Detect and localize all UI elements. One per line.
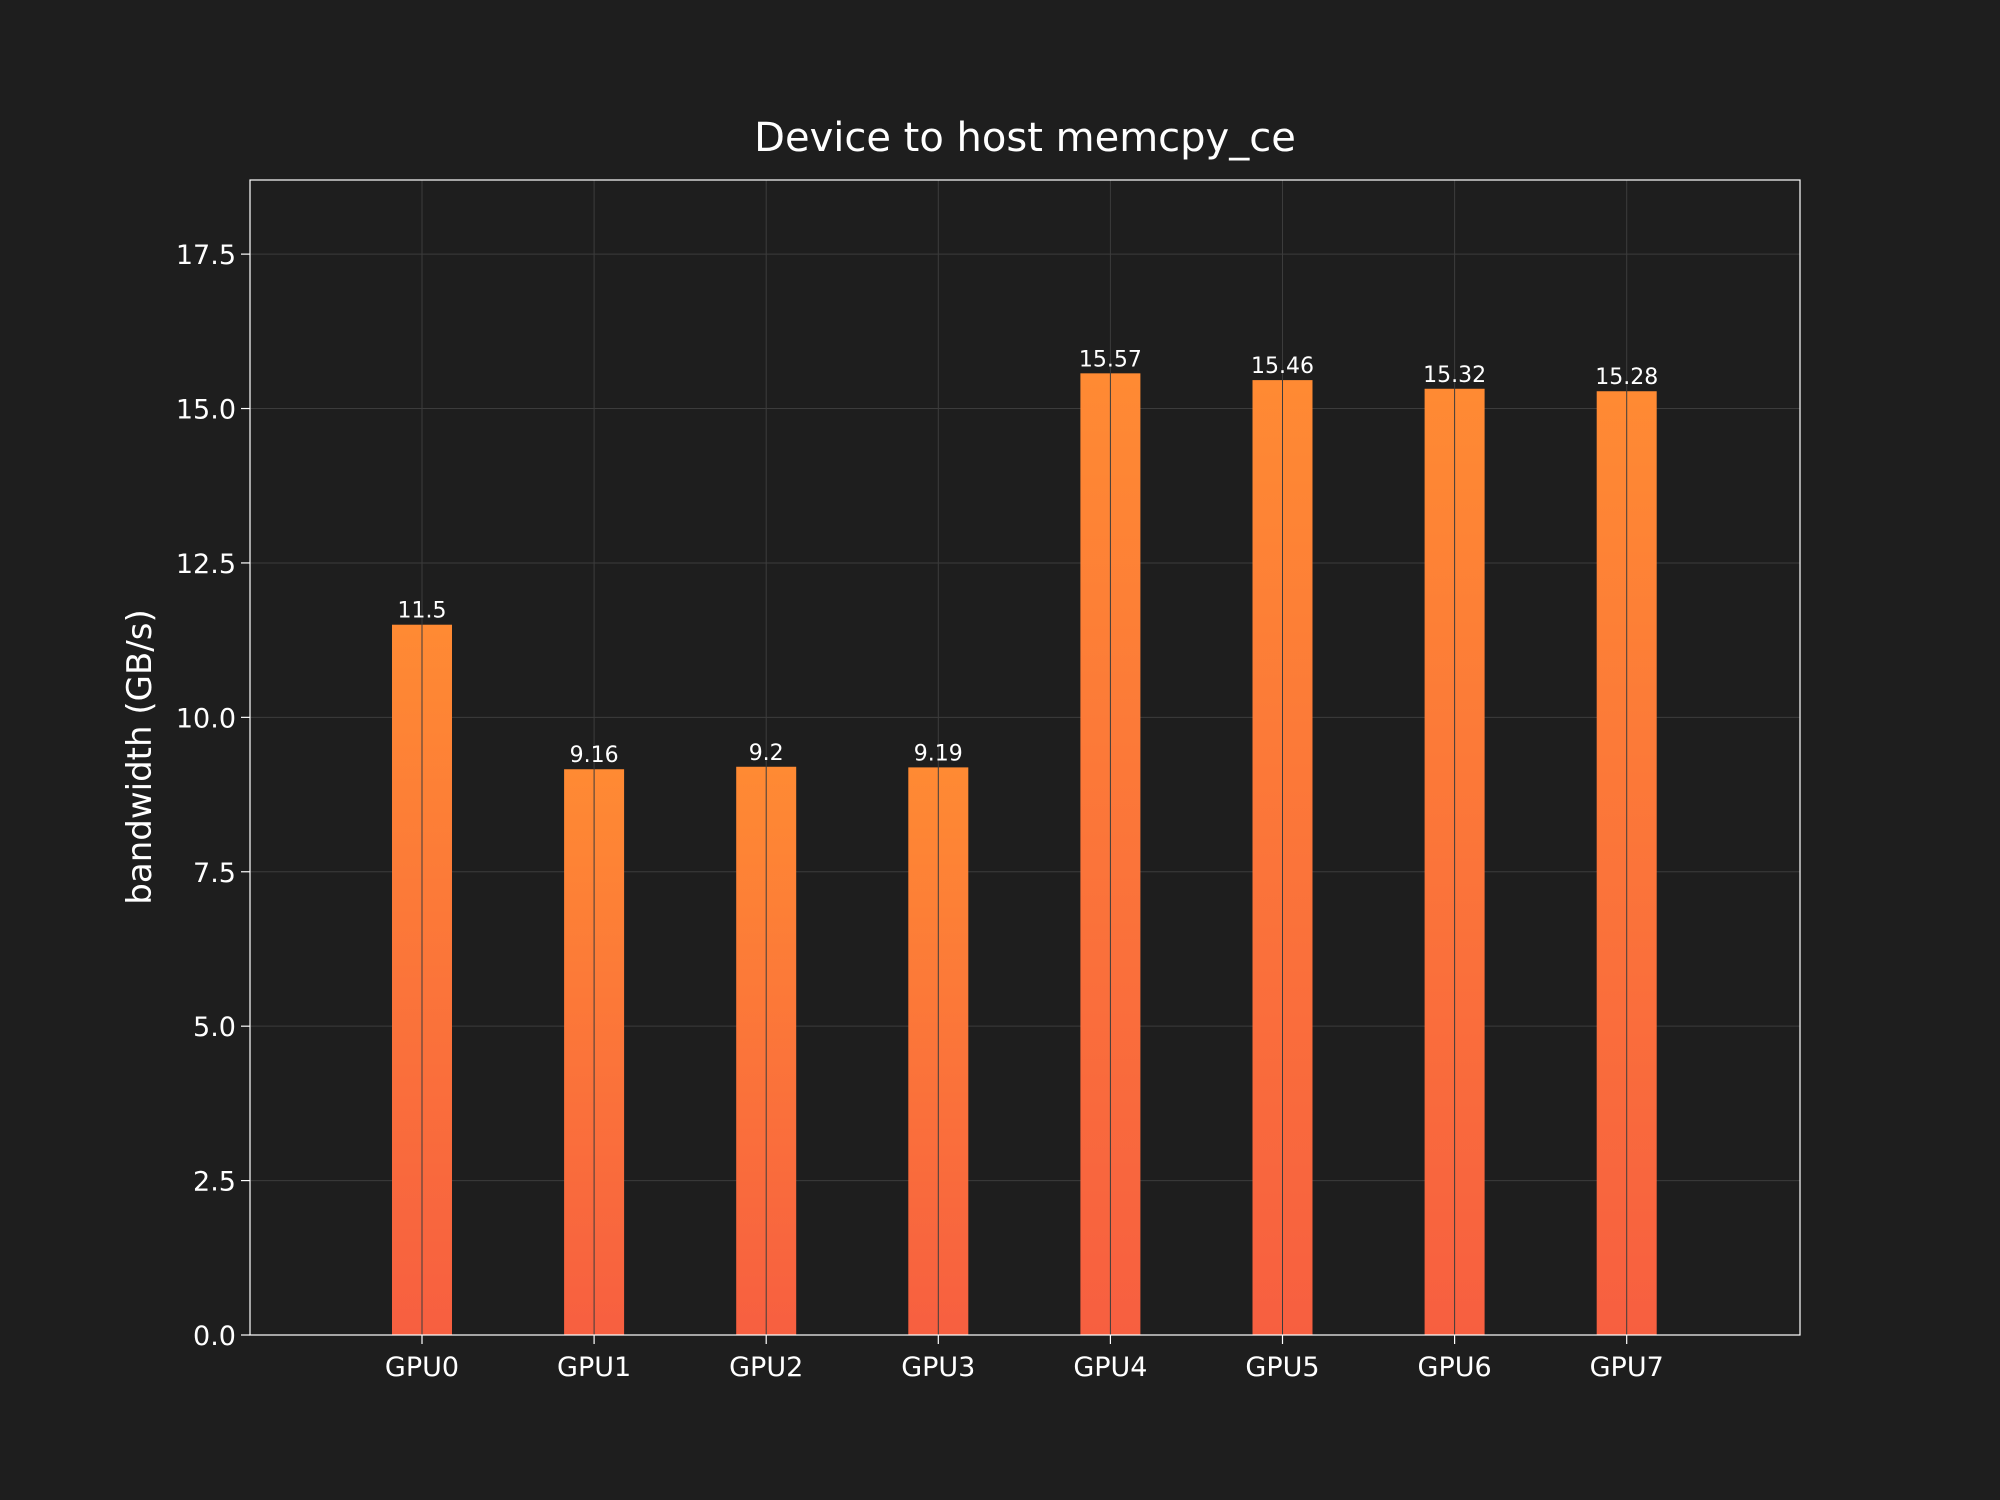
y-tick-label: 2.5 xyxy=(193,1167,236,1198)
y-ticks: 0.0 2.5 5.0 7.5 10.0 12.5 15.0 17.5 xyxy=(176,240,250,1352)
y-tick-label: 5.0 xyxy=(193,1012,236,1043)
x-tick-label: GPU5 xyxy=(1245,1352,1319,1383)
y-tick-label: 17.5 xyxy=(176,240,236,271)
data-label: 9.16 xyxy=(570,743,619,768)
y-tick-label: 10.0 xyxy=(176,703,236,734)
grid-lines xyxy=(250,253,1800,1336)
data-label: 9.19 xyxy=(914,741,963,766)
y-tick-label: 0.0 xyxy=(193,1321,236,1352)
chart-title: Device to host memcpy_ce xyxy=(754,115,1296,161)
x-tick-label: GPU7 xyxy=(1590,1352,1664,1383)
data-label: 9.2 xyxy=(749,741,784,766)
vertical-grid-lines xyxy=(421,180,1628,1335)
data-label: 15.28 xyxy=(1595,365,1658,390)
data-label: 15.46 xyxy=(1251,354,1314,379)
y-tick-label: 12.5 xyxy=(176,549,236,580)
x-tick-label: GPU3 xyxy=(901,1352,975,1383)
data-label: 15.32 xyxy=(1423,363,1486,388)
x-tick-label: GPU1 xyxy=(557,1352,631,1383)
data-label: 11.5 xyxy=(398,599,447,624)
y-axis-label: bandwidth (GB/s) xyxy=(120,609,160,904)
bars xyxy=(392,373,1657,1336)
x-tick-label: GPU6 xyxy=(1418,1352,1492,1383)
x-tick-label: GPU0 xyxy=(385,1352,459,1383)
y-tick-label: 7.5 xyxy=(193,858,236,889)
y-tick-label: 15.0 xyxy=(176,395,236,426)
x-tick-label: GPU4 xyxy=(1073,1352,1147,1383)
x-ticks: GPU0 GPU1 GPU2 GPU3 GPU4 GPU5 GPU6 GPU7 xyxy=(385,1335,1664,1383)
x-tick-label: GPU2 xyxy=(729,1352,803,1383)
data-label: 15.57 xyxy=(1079,347,1142,372)
data-labels: 11.5 9.16 9.2 9.19 15.57 15.46 15.32 15.28 xyxy=(398,347,1659,768)
plot-frame xyxy=(249,179,1801,1336)
